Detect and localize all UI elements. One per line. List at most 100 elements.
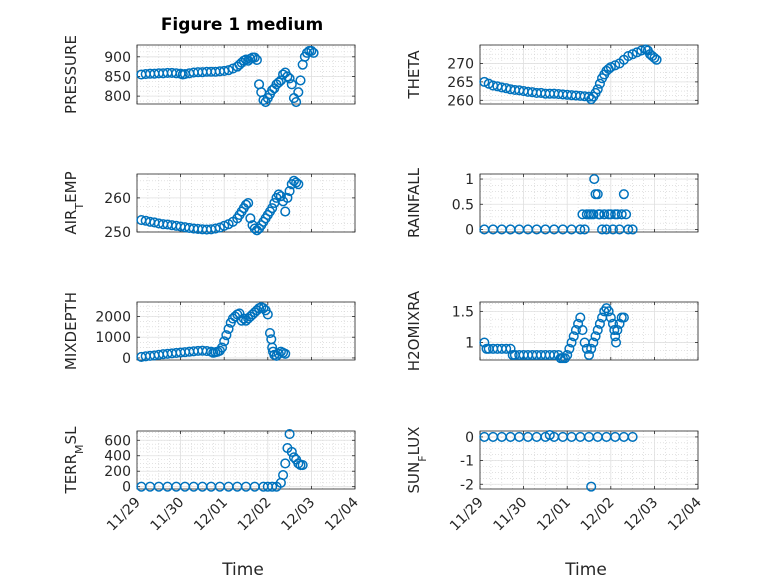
data-point: [609, 325, 620, 336]
data-point: [592, 189, 603, 200]
data-point: [286, 446, 297, 457]
data-point: [267, 342, 278, 353]
data-point: [238, 313, 249, 324]
data-point: [594, 78, 605, 89]
data-point: [275, 191, 286, 202]
data-point: [627, 224, 638, 235]
data-point: [278, 470, 289, 481]
y-tick-label: 1.5: [452, 304, 474, 320]
data-point: [575, 224, 586, 235]
data-point: [570, 325, 581, 336]
data-point: [288, 452, 300, 463]
x-tick-label: 11/29: [104, 495, 144, 535]
data-point: [221, 330, 232, 341]
subplot-3: 0 0.5 1 RAINFALL: [405, 167, 699, 238]
x-tick-label: 12/03: [278, 495, 318, 535]
data-point: [610, 331, 621, 342]
data-point: [621, 209, 632, 220]
x-tick-label: 11/30: [491, 495, 531, 535]
subplot-4: 0 1000 2000 MIXDEPTH: [62, 292, 356, 370]
data-point: [603, 306, 614, 317]
data-point: [210, 223, 221, 234]
data-point: [267, 481, 278, 492]
data-point: [588, 337, 599, 348]
subplot-5: 1 1.5 H2OMIXRA: [405, 290, 699, 371]
y-tick-label: -1: [460, 454, 474, 470]
data-point: [568, 331, 579, 342]
data-point: [223, 65, 234, 76]
data-point: [273, 348, 284, 359]
y-tick-label: 600: [104, 433, 131, 449]
y-axis-label: PRESSURE: [62, 35, 80, 114]
y-axis-label: THETA: [405, 50, 423, 100]
x-axis-label-right: Time: [564, 560, 607, 580]
data-point: [236, 315, 247, 326]
data-point: [284, 186, 295, 197]
data-point: [214, 222, 225, 233]
data-point: [262, 309, 273, 320]
data-point: [291, 96, 302, 108]
data-point: [284, 429, 295, 440]
x-tick-label: 11/30: [148, 495, 188, 535]
data-point: [636, 45, 647, 56]
data-point: [293, 179, 304, 190]
y-tick-label: 900: [104, 50, 131, 66]
data-point: [623, 224, 634, 235]
y-tick-label: 260: [447, 93, 474, 109]
axes-box: [479, 44, 699, 105]
data-point: [266, 334, 277, 345]
data-point: [579, 224, 590, 235]
y-tick-label: 0: [122, 351, 131, 367]
y-tick-label: 1: [465, 172, 474, 188]
axes-box: [479, 430, 699, 490]
y-tick-label: 850: [104, 69, 131, 85]
y-tick-label: 800: [104, 89, 131, 105]
data-point: [282, 71, 293, 82]
y-axis-label: RAINFALL: [405, 167, 423, 238]
x-tick-label: 12/03: [621, 495, 661, 535]
subplot-0: 800 850 900 PRESSURE: [62, 35, 356, 114]
data-point: [286, 79, 297, 90]
y-tick-label: -2: [460, 477, 474, 493]
data-point: [273, 77, 284, 88]
data-point: [566, 337, 577, 348]
axes-box: [136, 301, 356, 361]
data-point: [618, 312, 629, 323]
data-point: [267, 203, 278, 214]
axes-layer: 800 850 900 PRESSURE 260 265 270 THETA 250 260 AIR…: [62, 35, 705, 534]
data-point: [612, 325, 623, 336]
data-point: [249, 52, 260, 63]
axes-box: [136, 430, 356, 490]
subplot-7: -2 -1 0 SUNFLUX 11/29 11/30 12/01 12/02 12/03 12/…: [405, 427, 705, 535]
data-point: [280, 348, 291, 359]
axes-box: [136, 173, 356, 233]
data-point: [501, 343, 512, 354]
data-point: [243, 197, 254, 209]
data-point: [610, 337, 622, 348]
data-point: [293, 87, 304, 98]
y-tick-label: 0: [465, 430, 474, 446]
y-axis-label: AIRTEMP: [62, 171, 86, 234]
y-tick-label: 265: [447, 75, 474, 91]
data-point: [284, 73, 295, 84]
data-point: [590, 331, 601, 342]
data-point: [649, 52, 660, 63]
data-point: [627, 431, 638, 442]
data-point: [605, 312, 616, 323]
data-point: [264, 328, 276, 339]
data-point: [216, 342, 228, 353]
data-point: [589, 173, 600, 185]
axes-box: [136, 44, 356, 105]
y-tick-label: 0: [465, 222, 474, 238]
data-point: [592, 84, 603, 95]
subplot-2: 250 260 AIRTEMP: [62, 171, 356, 241]
data-point: [308, 47, 319, 58]
y-tick-label: 270: [447, 56, 474, 72]
data-point: [251, 54, 262, 65]
y-tick-label: 0.5: [452, 197, 474, 213]
x-tick-label: 12/02: [235, 495, 275, 535]
y-axis-label: MIXDEPTH: [62, 292, 80, 370]
data-point: [562, 349, 573, 361]
data-point: [594, 318, 605, 329]
